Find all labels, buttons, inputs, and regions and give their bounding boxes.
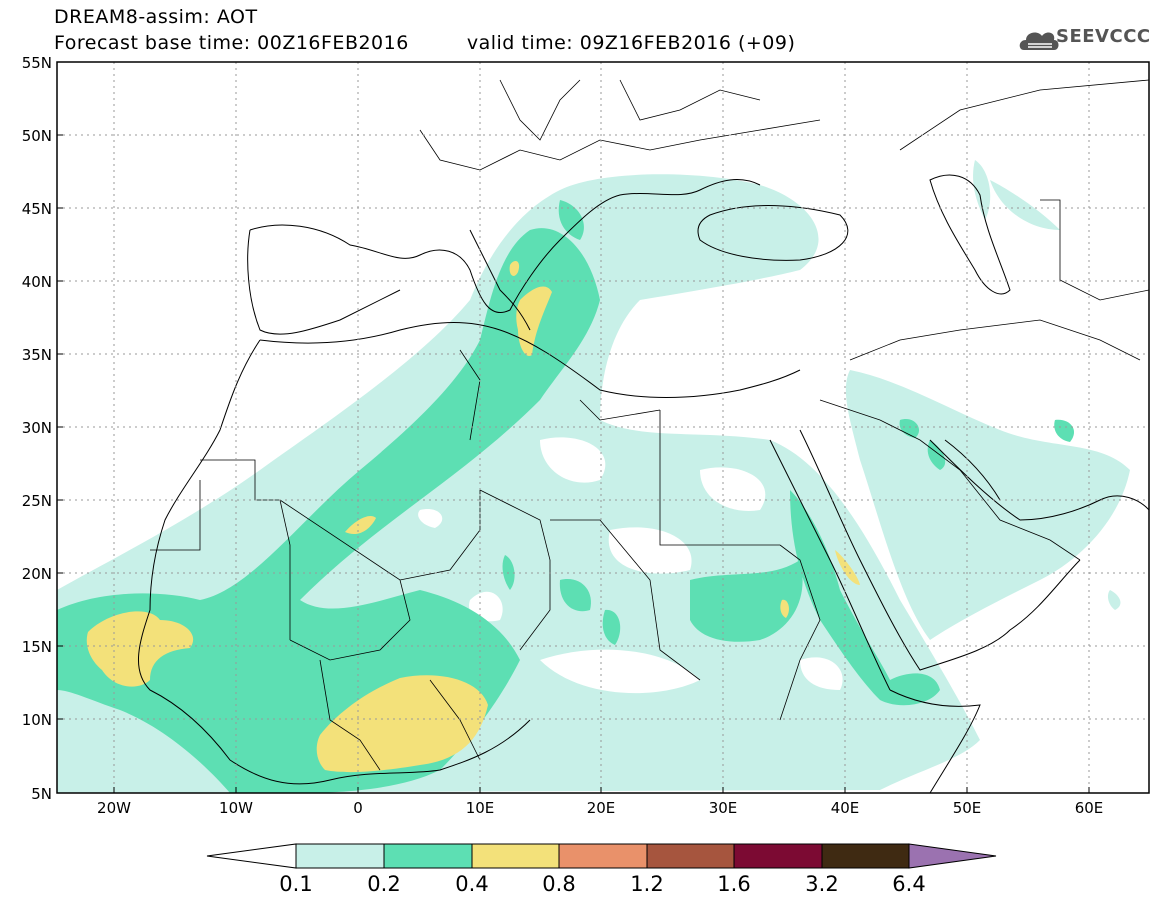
colorbar-label: 0.8 — [542, 872, 575, 896]
valid-time: valid time: 09Z16FEB2016 (+09) — [466, 32, 796, 54]
lon-label: 60E — [1075, 799, 1104, 817]
colorbar-bin — [821, 843, 910, 869]
colorbar-label: 1.6 — [717, 872, 750, 896]
colorbar-bin — [646, 843, 735, 869]
aot-level-0.4 — [86, 260, 860, 773]
colorbar-labels: 0.1 0.2 0.4 0.8 1.2 1.6 3.2 6.4 — [279, 872, 925, 896]
base-time: Forecast base time: 00Z16FEB2016 — [54, 32, 409, 54]
lat-label: 50N — [22, 127, 52, 145]
lat-label: 55N — [22, 54, 52, 72]
lat-label: 45N — [22, 200, 52, 218]
colorbar-bin — [558, 843, 648, 869]
lat-label: 15N — [22, 638, 52, 656]
colorbar-bin — [295, 843, 385, 869]
lon-label: 50E — [953, 799, 982, 817]
lat-label: 5N — [31, 785, 52, 803]
colorbar-bin — [733, 843, 823, 869]
aot-level-0.2 — [57, 200, 1075, 793]
colorbar-label: 0.4 — [455, 872, 488, 896]
colorbar-bin — [471, 843, 560, 869]
axis-ticks — [57, 61, 1090, 794]
colorbar-label: 6.4 — [892, 872, 925, 896]
colorbar-bin — [383, 843, 473, 869]
lat-label: 35N — [22, 346, 52, 364]
cloud-icon — [1019, 32, 1059, 50]
lon-label: 40E — [831, 799, 860, 817]
lat-label: 40N — [22, 273, 52, 291]
forecast-times: Forecast base time: 00Z16FEB2016 valid ti… — [54, 32, 795, 54]
lat-label: 10N — [22, 711, 52, 729]
map-title: DREAM8-assim: AOT — [54, 6, 258, 28]
colorbar-label: 1.2 — [630, 872, 663, 896]
colorbar-over-arrow — [908, 843, 997, 869]
graticule — [57, 62, 1149, 793]
lon-label: 10W — [219, 799, 253, 817]
lon-labels: 20W 10W 0 10E 20E 30E 40E 50E 60E — [97, 799, 1103, 817]
lon-label: 30E — [709, 799, 738, 817]
coastlines — [137, 174, 1149, 793]
colorbar-label: 0.1 — [279, 872, 312, 896]
colorbar-under-arrow — [206, 843, 297, 869]
lat-label: 25N — [22, 492, 52, 510]
colorbar — [206, 843, 997, 869]
colorbar-label: 0.2 — [367, 872, 400, 896]
lon-label: 0 — [353, 799, 363, 817]
colorbar-label: 3.2 — [805, 872, 838, 896]
lon-label: 20W — [97, 799, 131, 817]
lon-label: 10E — [466, 799, 495, 817]
lat-labels: 55N 50N 45N 40N 35N 30N 25N 20N 15N 10N … — [22, 54, 52, 803]
lat-label: 30N — [22, 419, 52, 437]
lat-label: 20N — [22, 565, 52, 583]
logo-text: SEEVCCC — [1056, 26, 1151, 47]
lon-label: 20E — [587, 799, 616, 817]
